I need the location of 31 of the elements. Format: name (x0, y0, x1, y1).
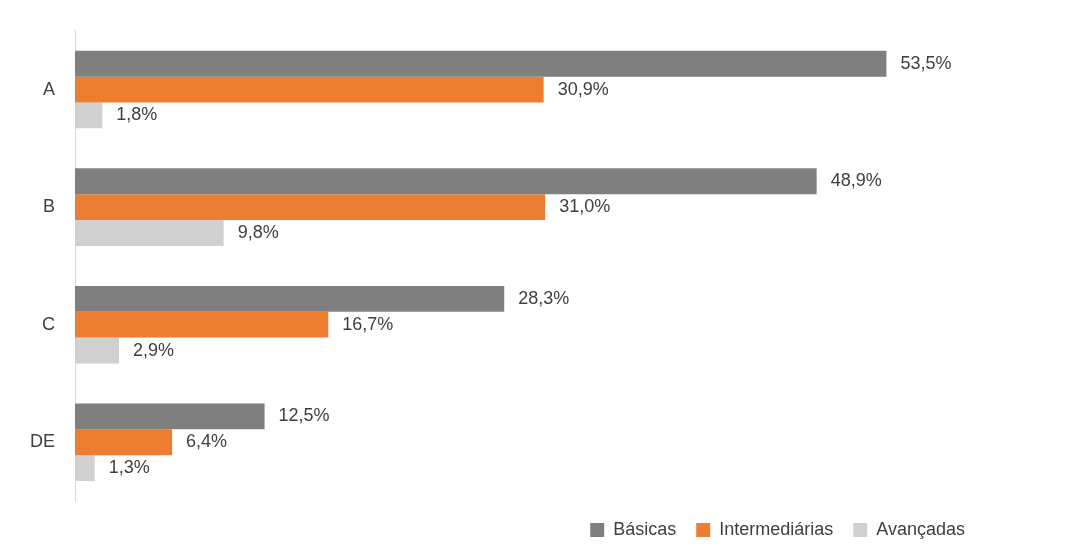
bar (75, 337, 119, 364)
y-tick-label: DE (29, 431, 55, 452)
data-label: 16,7% (342, 313, 394, 334)
legend-label: Básicas (613, 518, 677, 539)
bar (75, 168, 817, 195)
data-label: 1,8% (116, 104, 158, 125)
bar (75, 429, 173, 456)
data-label: 31,0% (559, 196, 611, 217)
bar (75, 102, 103, 129)
data-label: 1,3% (108, 457, 150, 478)
data-label: 2,9% (132, 339, 175, 360)
data-label: 6,4% (186, 431, 228, 452)
data-label: 12,5% (278, 405, 330, 426)
bar (75, 311, 329, 338)
legend-label: Avançadas (876, 518, 965, 539)
data-label: 9,8% (237, 221, 279, 242)
bar (75, 76, 544, 103)
data-label: 48,9% (830, 170, 882, 191)
bar (75, 403, 265, 430)
bar (75, 455, 95, 482)
bar (75, 220, 224, 246)
y-tick-label: A (42, 78, 55, 99)
y-tick-label: B (42, 196, 55, 217)
bar (75, 194, 546, 221)
data-label: 53,5% (900, 52, 952, 73)
bar (75, 50, 887, 77)
data-label: 28,3% (518, 287, 570, 308)
data-label: 30,9% (557, 78, 609, 99)
y-tick-label: C (42, 313, 55, 334)
bar (75, 285, 505, 312)
legend-label: Intermediárias (719, 518, 834, 539)
